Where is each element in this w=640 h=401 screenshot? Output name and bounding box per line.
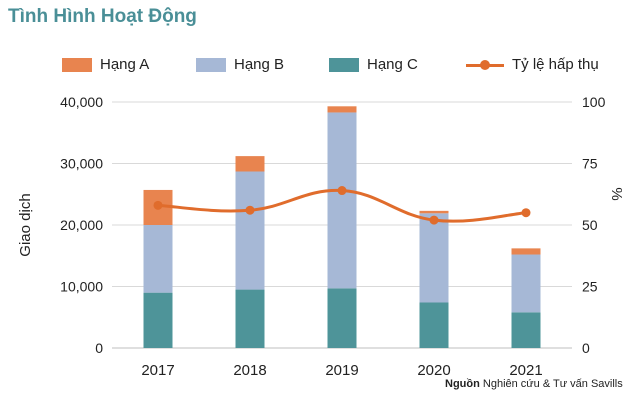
bar-segment: [327, 106, 357, 113]
bar-segment: [327, 112, 357, 289]
legend-label-absorption: Tỷ lệ hấp thụ: [512, 56, 599, 73]
bar-segment: [511, 254, 541, 313]
bar-segment: [419, 210, 449, 214]
y-tick-label: 40,000: [60, 94, 103, 110]
source-note: Nguồn Nghiên cứu & Tư vấn Savills: [445, 378, 623, 390]
y-tick-label: 10,000: [60, 279, 103, 295]
bar-segment: [235, 171, 265, 290]
absorption-point: [337, 186, 347, 196]
bar-segment: [511, 312, 541, 348]
x-tick-label: 2021: [509, 362, 542, 379]
legend-item-hang-c: Hạng C: [329, 56, 418, 73]
y-tick-label: 30,000: [60, 156, 103, 172]
legend-swatch-hang-a: [62, 57, 92, 72]
legend: Hạng A Hạng B Hạng C Tỷ lệ hấp thụ: [0, 56, 640, 80]
bar-segment: [327, 288, 357, 348]
absorption-point: [245, 205, 255, 215]
y2-tick-label: 75: [582, 156, 598, 172]
bar-segment: [419, 213, 449, 303]
absorption-point: [429, 215, 439, 225]
x-tick-label: 2017: [141, 362, 174, 379]
absorption-point: [521, 208, 531, 218]
legend-swatch-hang-b: [196, 57, 226, 72]
legend-label-hang-c: Hạng C: [367, 56, 418, 73]
bar-segment: [235, 156, 265, 172]
legend-swatch-hang-c: [329, 57, 359, 72]
y2-tick-label: 100: [582, 94, 606, 110]
legend-item-hang-a: Hạng A: [62, 56, 149, 73]
y-axis-label: Giao dịch: [17, 193, 34, 256]
y-tick-label: 20,000: [60, 217, 103, 233]
source-label: Nguồn: [445, 378, 480, 390]
bar-segment: [235, 289, 265, 348]
source-text: Nghiên cứu & Tư vấn Savills: [482, 378, 623, 390]
x-tick-label: 2019: [325, 362, 358, 379]
y2-tick-label: 0: [582, 340, 590, 356]
bar-segment: [419, 302, 449, 348]
x-tick-label: 2018: [233, 362, 266, 379]
legend-label-hang-b: Hạng B: [234, 56, 285, 73]
bar-segment: [143, 292, 173, 348]
chart-title: Tình Hình Hoạt Động: [8, 6, 197, 27]
y2-tick-label: 50: [582, 217, 598, 233]
y2-axis-label: %: [608, 187, 625, 200]
absorption-point: [153, 200, 163, 210]
legend-label-hang-a: Hạng A: [100, 56, 150, 73]
x-tick-label: 2020: [417, 362, 450, 379]
legend-item-absorption: Tỷ lệ hấp thụ: [466, 56, 599, 73]
y-tick-label: 0: [95, 340, 103, 356]
legend-swatch-absorption: [466, 58, 504, 72]
bar-segment: [511, 248, 541, 255]
y2-tick-label: 25: [582, 279, 598, 295]
legend-item-hang-b: Hạng B: [196, 56, 284, 73]
bar-segment: [143, 225, 173, 293]
